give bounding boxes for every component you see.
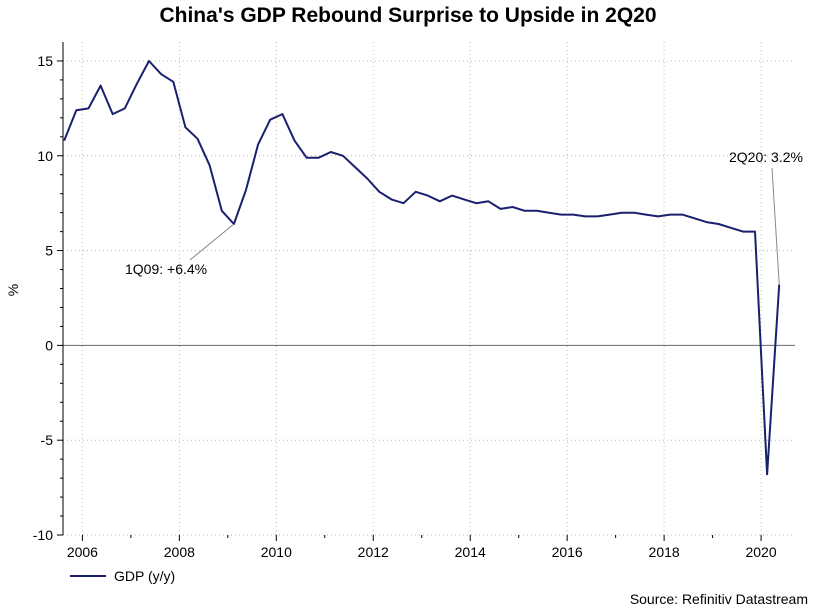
annotation-leader-2q20 <box>771 167 780 285</box>
chart-title: China's GDP Rebound Surprise to Upside i… <box>159 4 657 27</box>
annotations: 1Q09: +6.4% 2Q20: 3.2% <box>125 149 803 285</box>
y-axis-label: % <box>5 284 21 296</box>
y-tick-label: -5 <box>41 432 54 448</box>
x-tick-label: 2010 <box>261 544 292 560</box>
annotation-leader-1q09 <box>189 223 235 261</box>
annotation-label-1q09: 1Q09: +6.4% <box>125 261 207 277</box>
y-tick-label: 5 <box>45 243 53 259</box>
legend-label: GDP (y/y) <box>114 568 176 584</box>
annotation-label-2q20: 2Q20: 3.2% <box>729 149 803 165</box>
y-axis-ticks: -10 -5 0 5 10 15 <box>33 53 63 543</box>
y-tick-label: 15 <box>37 53 53 69</box>
series-line-gdp <box>63 60 781 476</box>
x-tick-label: 2016 <box>552 544 583 560</box>
source-note: Source: Refinitiv Datastream <box>629 591 808 607</box>
x-tick-label: 2020 <box>745 544 776 560</box>
grid-lines <box>63 42 795 536</box>
x-tick-label: 2008 <box>164 544 195 560</box>
x-tick-label: 2014 <box>455 544 486 560</box>
y-tick-label: -10 <box>33 527 53 543</box>
x-tick-label: 2012 <box>358 544 389 560</box>
legend: GDP (y/y) <box>70 568 175 584</box>
x-axis-ticks: 2006 2008 2010 2012 2014 2016 2018 2020 <box>67 535 777 560</box>
y-tick-label: 10 <box>37 148 53 164</box>
legend-line-swatch <box>70 575 106 577</box>
x-tick-label: 2006 <box>67 544 98 560</box>
series-group <box>63 60 781 476</box>
y-tick-label: 0 <box>45 337 53 353</box>
x-tick-label: 2018 <box>649 544 680 560</box>
